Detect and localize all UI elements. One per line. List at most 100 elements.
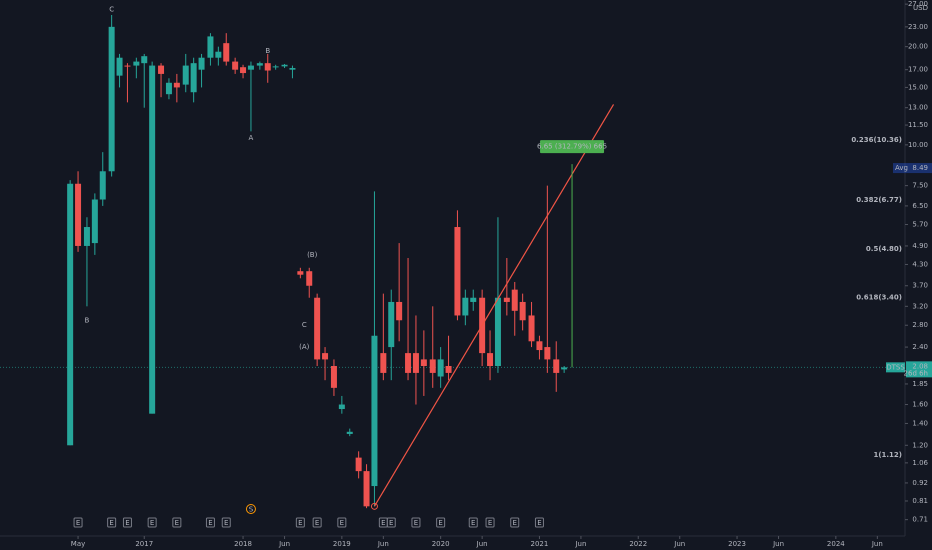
- y-tick-label: 1.20: [912, 441, 928, 449]
- candle-body: [75, 183, 82, 246]
- wave-label: (A): [299, 343, 310, 351]
- candle-body: [133, 61, 140, 66]
- fib-label: 1(1.12): [873, 451, 902, 459]
- y-tick-label: 20.00: [908, 43, 928, 51]
- candle-body: [67, 183, 74, 446]
- event-marker: [510, 517, 520, 528]
- candle-body: [232, 61, 239, 70]
- measure-label: 6.65 (312.79%) 665: [537, 143, 607, 151]
- x-tick-label: Jun: [772, 540, 784, 548]
- candle-body: [494, 297, 501, 367]
- event-label: E: [488, 519, 492, 527]
- avg-box: [893, 163, 932, 174]
- y-tick-label: 1.60: [912, 401, 928, 409]
- y-tick-label: 4.30: [912, 260, 928, 268]
- x-tick-label: 2017: [135, 540, 153, 548]
- candle-body: [165, 82, 172, 95]
- candle-body: [99, 171, 106, 200]
- candle-body: [182, 65, 189, 85]
- y-tick-label: 13.00: [908, 104, 928, 112]
- event-label: E: [471, 519, 475, 527]
- candle-body: [116, 57, 123, 76]
- candle-body: [124, 65, 131, 67]
- candle-body: [544, 347, 551, 360]
- event-marker: [107, 517, 117, 528]
- candle-body: [215, 51, 222, 58]
- wave-label: B: [265, 47, 270, 55]
- y-tick-label: 0.81: [912, 497, 928, 505]
- x-tick-label: 2019: [333, 540, 351, 548]
- event-label: E: [438, 519, 442, 527]
- event-marker: [147, 517, 157, 528]
- event-label: S: [249, 506, 254, 514]
- candle-body: [420, 359, 427, 367]
- candle-body: [207, 36, 214, 58]
- x-tick-label: Jun: [574, 540, 586, 548]
- y-tick-label: 1.06: [912, 459, 928, 467]
- event-label: E: [150, 519, 154, 527]
- avg-title: Avg: [895, 164, 908, 172]
- wave-label: C: [302, 321, 307, 329]
- y-tick-label: 6.50: [912, 202, 928, 210]
- candle-body: [306, 271, 313, 286]
- candle-body: [173, 82, 180, 88]
- y-tick-label: 4.90: [912, 242, 928, 250]
- event-label: E: [175, 519, 179, 527]
- candle-body: [536, 341, 543, 351]
- candle-body: [528, 315, 535, 342]
- ticker-box: [886, 362, 905, 373]
- y-tick-label: 23.00: [908, 23, 928, 31]
- candle-body: [198, 57, 205, 70]
- candle-body: [330, 366, 337, 388]
- candle-body: [355, 457, 362, 472]
- wave-label: A: [249, 134, 254, 142]
- y-tick-label: 3.70: [912, 282, 928, 290]
- candle-body: [371, 335, 378, 487]
- event-label: E: [125, 519, 129, 527]
- event-marker: [245, 504, 256, 514]
- last-price: 2.08: [912, 362, 928, 370]
- price-box: [906, 361, 932, 378]
- x-tick-label: Jun: [476, 540, 488, 548]
- candle-body: [487, 353, 494, 367]
- event-label: E: [389, 519, 393, 527]
- candle-body: [281, 64, 288, 67]
- event-marker: [534, 517, 544, 528]
- event-label: E: [414, 519, 418, 527]
- y-tick-label: 15.00: [908, 83, 928, 91]
- ticker-label: DTSS: [886, 363, 905, 371]
- candle-body: [158, 65, 165, 74]
- y-tick-label: 27.00: [908, 0, 928, 8]
- candle-body: [91, 199, 98, 244]
- trend-anchor: [370, 502, 378, 510]
- event-marker: [485, 517, 495, 528]
- candle-body: [240, 67, 247, 74]
- y-tick-label: 1.85: [912, 380, 928, 388]
- event-label: E: [315, 519, 319, 527]
- candle-body: [553, 359, 560, 373]
- event-label: E: [298, 519, 302, 527]
- currency: USD: [913, 4, 928, 12]
- event-label: E: [537, 519, 541, 527]
- candle-body: [297, 271, 304, 275]
- candle-body: [412, 353, 419, 373]
- candle-body: [519, 301, 526, 321]
- candle-body: [454, 227, 461, 316]
- candle-body: [346, 431, 353, 434]
- x-tick-label: Jun: [673, 540, 685, 548]
- fib-label: 0.618(3.40): [856, 294, 902, 302]
- y-tick-label: 5.70: [912, 221, 928, 229]
- x-tick-label: 2024: [827, 540, 845, 548]
- candle-body: [462, 297, 469, 316]
- wave-label: C: [109, 5, 114, 13]
- x-tick-label: 2020: [432, 540, 450, 548]
- event-label: E: [76, 519, 80, 527]
- candle-body: [289, 68, 296, 70]
- y-tick-label: 17.00: [908, 66, 928, 74]
- x-tick-label: May: [71, 540, 85, 548]
- candle-body: [264, 63, 271, 71]
- x-tick-label: 2023: [728, 540, 746, 548]
- candle-body: [272, 66, 279, 68]
